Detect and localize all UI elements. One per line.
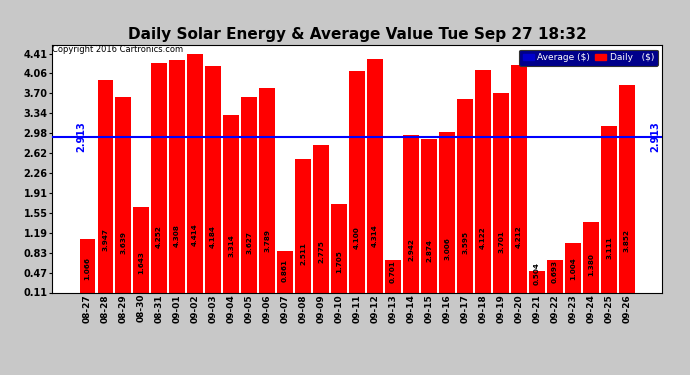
Bar — [386, 260, 401, 299]
Bar — [295, 159, 310, 298]
Bar — [152, 63, 167, 298]
Text: 4.212: 4.212 — [516, 225, 522, 248]
Bar — [97, 80, 112, 298]
Bar — [475, 70, 491, 298]
Text: 2.511: 2.511 — [300, 242, 306, 265]
Text: 3.789: 3.789 — [264, 230, 270, 252]
Text: 4.100: 4.100 — [354, 226, 360, 249]
Bar — [457, 99, 473, 298]
Text: 0.504: 0.504 — [534, 262, 540, 285]
Bar — [529, 271, 544, 298]
Bar — [133, 207, 149, 298]
Text: 3.852: 3.852 — [624, 229, 630, 252]
Bar — [277, 251, 293, 298]
Text: 1.643: 1.643 — [138, 251, 144, 274]
Bar — [79, 240, 95, 298]
Text: 4.308: 4.308 — [174, 224, 180, 247]
Text: 2.942: 2.942 — [408, 238, 414, 261]
Bar — [170, 60, 185, 298]
Text: 3.627: 3.627 — [246, 231, 252, 254]
Bar — [115, 97, 131, 298]
Bar — [349, 71, 365, 298]
Text: 4.252: 4.252 — [156, 225, 162, 248]
Text: 4.184: 4.184 — [210, 226, 216, 249]
Bar — [259, 88, 275, 298]
Text: 2.775: 2.775 — [318, 240, 324, 262]
Text: 4.122: 4.122 — [480, 226, 486, 249]
Bar — [547, 260, 562, 299]
Bar — [188, 54, 203, 298]
Text: 1.066: 1.066 — [84, 256, 90, 280]
Bar — [440, 132, 455, 298]
Text: 0.861: 0.861 — [282, 259, 288, 282]
Text: 0.701: 0.701 — [390, 261, 396, 283]
Text: 4.314: 4.314 — [372, 225, 378, 247]
Text: 1.380: 1.380 — [588, 254, 594, 276]
Bar — [206, 66, 221, 298]
Text: 2.913: 2.913 — [651, 122, 660, 152]
Bar — [404, 135, 419, 298]
Text: 3.595: 3.595 — [462, 231, 468, 254]
Text: 2.913: 2.913 — [77, 122, 86, 152]
Text: 1.004: 1.004 — [570, 258, 576, 280]
Bar — [422, 139, 437, 298]
Bar — [620, 85, 635, 298]
Bar — [565, 243, 581, 298]
Bar — [224, 115, 239, 298]
Bar — [331, 204, 347, 298]
Bar — [367, 59, 383, 298]
Text: 0.693: 0.693 — [552, 260, 558, 284]
Bar — [241, 98, 257, 298]
Text: 3.111: 3.111 — [606, 237, 612, 259]
Text: 3.701: 3.701 — [498, 231, 504, 253]
Legend: Average ($), Daily   ($): Average ($), Daily ($) — [519, 50, 658, 66]
Text: 3.314: 3.314 — [228, 234, 234, 257]
Text: 2.874: 2.874 — [426, 239, 432, 262]
Text: Copyright 2016 Cartronics.com: Copyright 2016 Cartronics.com — [52, 45, 183, 54]
Text: 4.414: 4.414 — [192, 224, 198, 246]
Bar — [583, 222, 599, 298]
Bar — [493, 93, 509, 298]
Text: 1.705: 1.705 — [336, 251, 342, 273]
Text: 3.947: 3.947 — [102, 228, 108, 251]
Bar — [313, 145, 328, 298]
Bar — [511, 65, 526, 298]
Title: Daily Solar Energy & Average Value Tue Sep 27 18:32: Daily Solar Energy & Average Value Tue S… — [128, 27, 586, 42]
Text: 3.639: 3.639 — [120, 231, 126, 254]
Text: 3.006: 3.006 — [444, 237, 450, 260]
Bar — [602, 126, 617, 298]
